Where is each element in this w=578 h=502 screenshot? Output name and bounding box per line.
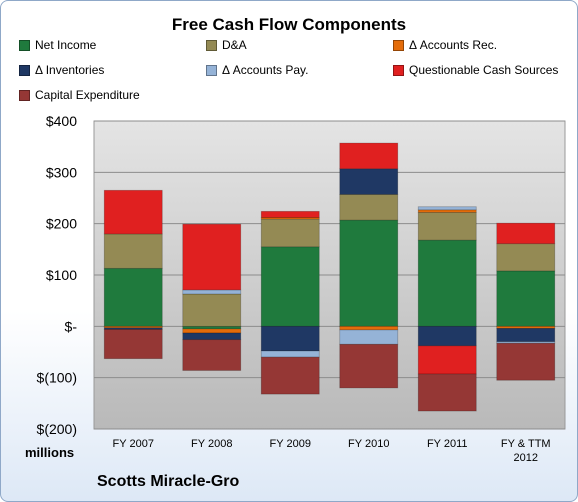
legend-swatch xyxy=(206,39,217,51)
bar-segment-net-income xyxy=(103,267,163,327)
bar-segment-net-income xyxy=(496,270,556,327)
company-label: Scotts Miracle-Gro xyxy=(97,473,240,490)
legend-item-inventories: Δ Inventories xyxy=(19,63,104,77)
bar-segment-questionable-cash-sources xyxy=(182,223,242,291)
y-unit-label: millions xyxy=(25,445,75,460)
legend-label: Net Income xyxy=(35,38,97,52)
bar-segment-inventories xyxy=(182,332,242,341)
bar-segment-capital-expenditure xyxy=(417,373,477,412)
bar-segment-questionable-cash-sources xyxy=(496,222,556,245)
x-tick-label: FY 2009 xyxy=(270,438,311,450)
chart-title: Free Cash Flow Components xyxy=(171,15,407,34)
bar-segment-inventories xyxy=(417,325,477,347)
legend-swatch xyxy=(393,64,404,76)
legend-label: D&A xyxy=(222,38,247,52)
legend-item-accounts-pay: Δ Accounts Pay. xyxy=(206,63,309,77)
legend-label: Δ Accounts Pay. xyxy=(222,63,309,77)
legend-swatch xyxy=(19,64,30,76)
legend-item-capital-expenditure: Capital Expenditure xyxy=(19,88,140,102)
bar-segment-accounts-pay xyxy=(260,350,320,358)
legend-swatch xyxy=(393,39,404,51)
bar-segment-inventories xyxy=(339,168,399,195)
bar-segment-capital-expenditure xyxy=(103,329,163,360)
legend-label: Questionable Cash Sources xyxy=(409,63,559,77)
y-tick-label: $100 xyxy=(46,267,77,283)
bar-segment-questionable-cash-sources xyxy=(103,189,163,235)
bar-segment-capital-expenditure xyxy=(182,339,242,371)
bar-segment-questionable-cash-sources xyxy=(339,142,399,170)
legend-item-net-income: Net Income xyxy=(19,38,96,52)
legend-label: Δ Inventories xyxy=(35,63,105,77)
legend-item-d-a: D&A xyxy=(206,38,247,52)
legend-swatch xyxy=(206,64,217,76)
bar-segment-d-a xyxy=(417,211,477,241)
y-tick-label: $(100) xyxy=(37,370,77,386)
bar-segment-capital-expenditure xyxy=(260,356,320,395)
bar-segment-d-a xyxy=(496,243,556,272)
bar-segment-accounts-rec xyxy=(339,325,399,331)
x-tick-label: FY 2007 xyxy=(113,438,154,450)
bar-segment-inventories xyxy=(260,325,320,352)
bar-segment-questionable-cash-sources xyxy=(417,345,477,375)
bar-segment-capital-expenditure xyxy=(339,343,399,389)
x-tick-label: FY 2010 xyxy=(348,438,389,450)
y-tick-label: $300 xyxy=(46,164,77,180)
bar-segment-d-a xyxy=(103,233,163,269)
bar-segment-questionable-cash-sources xyxy=(260,210,320,218)
legend-swatch xyxy=(19,39,30,51)
bar-segment-net-income xyxy=(417,239,477,327)
y-tick-label: $- xyxy=(65,318,78,334)
legend-item-accounts-rec: Δ Accounts Rec. xyxy=(393,38,497,52)
x-tick-label: FY 2008 xyxy=(191,438,232,450)
y-tick-label: $200 xyxy=(46,216,77,232)
bar-segment-capital-expenditure xyxy=(496,342,556,381)
legend-swatch xyxy=(19,89,30,101)
bar-segment-d-a xyxy=(260,218,320,248)
bar-segment-accounts-rec xyxy=(182,328,242,334)
bar-segment-d-a xyxy=(339,194,399,221)
bar-segment-inventories xyxy=(496,327,556,343)
y-tick-label: $(200) xyxy=(37,421,77,437)
y-tick-label: $400 xyxy=(46,113,77,129)
legend-item-questionable-cash-sources: Questionable Cash Sources xyxy=(393,63,558,77)
legend-label: Capital Expenditure xyxy=(35,88,140,102)
bar-segment-d-a xyxy=(182,293,242,327)
legend-label: Δ Accounts Rec. xyxy=(409,38,498,52)
bar-segment-accounts-pay xyxy=(182,289,242,295)
x-tick-label: FY & TTM 2012 xyxy=(501,438,551,464)
bar-segment-accounts-pay xyxy=(339,329,399,345)
bar-segment-net-income xyxy=(260,246,320,327)
x-tick-label: FY 2011 xyxy=(427,438,468,450)
bar-segment-accounts-pay xyxy=(417,206,477,211)
bar-segment-net-income xyxy=(339,219,399,327)
